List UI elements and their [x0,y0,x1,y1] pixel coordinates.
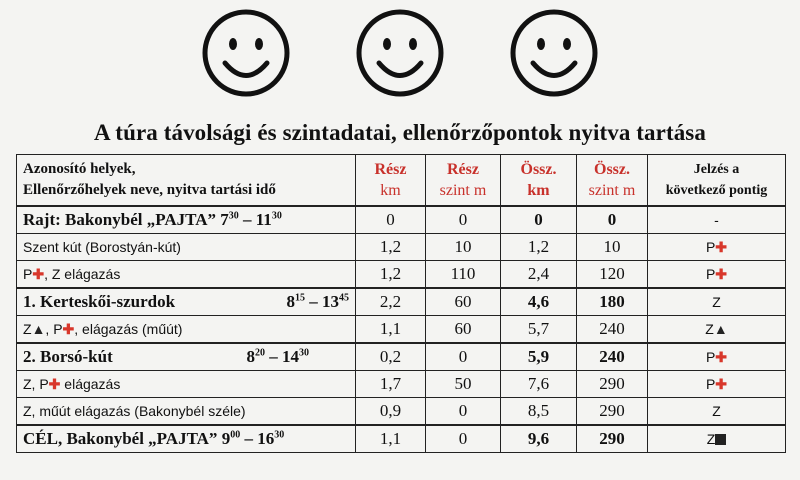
table-row: Z▲, P✚, elágazás (műút) 1,1 60 5,7 240 Z… [16,315,786,344]
marker-cell: Z [647,424,786,453]
ossz-szint-cell: 240 [576,315,648,344]
resz-km-cell: 1,2 [355,260,426,289]
station-name: CÉL, Bakonybél „PAJTA” 900 – 1630 [16,424,356,453]
resz-km-cell: 1,2 [355,233,426,261]
station-name: 2. Borsó-kút 820 – 1430 [16,342,356,371]
marker-cell: P✚ [647,260,786,289]
ossz-szint-cell: 290 [576,370,648,398]
red-cross-icon: ✚ [48,375,61,392]
header-ossz-szint: Össz. szint m [576,154,648,207]
table-row: Rajt: Bakonybél „PAJTA” 730 – 1130 0 0 0… [16,205,786,234]
marker-cell: P✚ [647,342,786,371]
resz-km-cell: 0,2 [355,342,426,371]
table-row: P✚, Z elágazás 1,2 110 2,4 120 P✚ [16,260,786,289]
red-cross-icon: ✚ [715,375,728,392]
ossz-km-cell: 0 [500,205,577,234]
marker-cell: P✚ [647,370,786,398]
table-row: Szent kút (Borostyán-kút) 1,2 10 1,2 10 … [16,233,786,261]
marker-cell: P✚ [647,233,786,261]
ossz-km-cell: 2,4 [500,260,577,289]
table-row: Z, műút elágazás (Bakonybél széle) 0,9 0… [16,397,786,426]
resz-szint-cell: 0 [425,424,501,453]
waypoint-name: Z, műút elágazás (Bakonybél széle) [16,397,356,426]
route-table: Azonosító helyek, Ellenőrzőhelyek neve, … [16,154,786,453]
marker-cell: Z [647,397,786,426]
red-cross-icon: ✚ [715,238,728,255]
station-name: 1. Kerteskői-szurdok 815 – 1345 [16,287,356,316]
ossz-szint-cell: 10 [576,233,648,261]
resz-szint-cell: 0 [425,397,501,426]
ossz-szint-cell: 290 [576,397,648,426]
ossz-szint-cell: 0 [576,205,648,234]
marker-cell: - [647,205,786,234]
resz-szint-cell: 10 [425,233,501,261]
waypoint-name: P✚, Z elágazás [16,260,356,289]
table-row: 1. Kerteskői-szurdok 815 – 1345 2,2 60 4… [16,287,786,316]
header-locations: Azonosító helyek, Ellenőrzőhelyek neve, … [16,154,356,207]
ossz-km-cell: 5,7 [500,315,577,344]
red-cross-icon: ✚ [62,320,75,337]
table-header-row: Azonosító helyek, Ellenőrzőhelyek neve, … [16,154,786,207]
resz-szint-cell: 60 [425,287,501,316]
ossz-km-cell: 7,6 [500,370,577,398]
table-row: 2. Borsó-kút 820 – 1430 0,2 0 5,9 240 P✚ [16,342,786,371]
resz-km-cell: 1,1 [355,315,426,344]
resz-szint-cell: 60 [425,315,501,344]
ossz-szint-cell: 290 [576,424,648,453]
header-resz-km: Rész km [355,154,426,207]
ossz-szint-cell: 180 [576,287,648,316]
table-row: CÉL, Bakonybél „PAJTA” 900 – 1630 1,1 0 … [16,424,786,453]
triangle-icon: ▲ [713,321,728,337]
waypoint-name: Z▲, P✚, elágazás (műút) [16,315,356,344]
table-row: Z, P✚ elágazás 1,7 50 7,6 290 P✚ [16,370,786,398]
ossz-km-cell: 4,6 [500,287,577,316]
red-cross-icon: ✚ [715,265,728,282]
header-jelzes: Jelzés a következő pontig [647,154,786,207]
marker-cell: Z [647,287,786,316]
resz-km-cell: 0,9 [355,397,426,426]
smiley-icon [355,8,445,98]
marker-cell: Z▲ [647,315,786,344]
ossz-km-cell: 5,9 [500,342,577,371]
smiley-icon [509,8,599,98]
resz-km-cell: 1,7 [355,370,426,398]
resz-km-cell: 1,1 [355,424,426,453]
ossz-szint-cell: 240 [576,342,648,371]
resz-szint-cell: 110 [425,260,501,289]
ossz-szint-cell: 120 [576,260,648,289]
resz-szint-cell: 50 [425,370,501,398]
waypoint-name: Z, P✚ elágazás [16,370,356,398]
ossz-km-cell: 1,2 [500,233,577,261]
ossz-km-cell: 9,6 [500,424,577,453]
smiley-row [0,8,800,108]
resz-szint-cell: 0 [425,342,501,371]
resz-km-cell: 0 [355,205,426,234]
ossz-km-cell: 8,5 [500,397,577,426]
resz-szint-cell: 0 [425,205,501,234]
red-cross-icon: ✚ [32,265,45,282]
station-name: Rajt: Bakonybél „PAJTA” 730 – 1130 [16,205,356,234]
triangle-icon: ▲ [31,320,46,337]
red-cross-icon: ✚ [715,348,728,365]
page-title: A túra távolsági és szintadatai, ellenőr… [94,120,706,145]
resz-km-cell: 2,2 [355,287,426,316]
square-icon [715,434,727,445]
smiley-icon [201,8,291,98]
waypoint-name: Szent kút (Borostyán-kút) [16,233,356,261]
header-ossz-km: Össz. km [500,154,577,207]
header-resz-szint: Rész szint m [425,154,501,207]
